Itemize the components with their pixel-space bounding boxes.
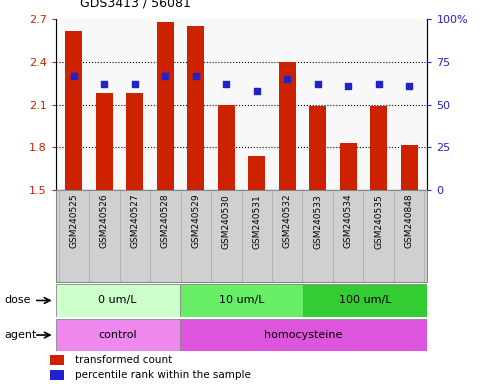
Text: control: control (98, 330, 137, 340)
Text: transformed count: transformed count (75, 354, 172, 364)
Bar (50, 370, 64, 380)
Bar (180, 319, 427, 351)
Text: 100 um/L: 100 um/L (339, 295, 392, 306)
Bar (50, 355, 64, 365)
Bar (181, 190, 211, 282)
Bar (370, 106, 387, 190)
Text: dose: dose (5, 295, 31, 306)
Bar (242, 190, 272, 282)
Bar (58, 190, 89, 282)
Text: agent: agent (5, 330, 37, 340)
Point (70, 73, 78, 79)
Bar (180, 284, 303, 317)
Bar (340, 143, 356, 190)
Text: GSM240531: GSM240531 (252, 194, 261, 248)
Bar (279, 62, 296, 190)
Bar (66, 31, 82, 190)
Text: 10 um/L: 10 um/L (219, 295, 264, 306)
Point (161, 73, 169, 79)
Bar (96, 93, 113, 190)
Point (314, 81, 322, 87)
Point (344, 83, 352, 89)
Point (375, 81, 383, 87)
Text: GSM240532: GSM240532 (283, 194, 292, 248)
Bar (363, 190, 394, 282)
Point (284, 76, 291, 82)
Bar (401, 144, 417, 190)
Bar (333, 190, 363, 282)
Bar (127, 93, 143, 190)
Bar (211, 190, 242, 282)
Text: GSM240528: GSM240528 (161, 194, 170, 248)
Bar (302, 190, 333, 282)
Point (192, 73, 199, 79)
Bar (394, 190, 425, 282)
Point (100, 81, 108, 87)
Text: homocysteine: homocysteine (264, 330, 342, 340)
Bar (303, 284, 427, 317)
Bar (157, 22, 174, 190)
Point (222, 81, 230, 87)
Text: 0 um/L: 0 um/L (98, 295, 137, 306)
Text: GDS3413 / 56081: GDS3413 / 56081 (80, 0, 191, 10)
Bar (150, 190, 181, 282)
Point (131, 81, 139, 87)
Bar (89, 190, 120, 282)
Bar (187, 26, 204, 190)
Text: GSM240527: GSM240527 (130, 194, 139, 248)
Text: GSM240526: GSM240526 (100, 194, 109, 248)
Bar (120, 190, 150, 282)
Bar (272, 190, 302, 282)
Bar (218, 104, 235, 190)
Point (405, 83, 413, 89)
Text: GSM240530: GSM240530 (222, 194, 231, 248)
Bar (56, 319, 180, 351)
Bar (248, 156, 265, 190)
Text: GSM240533: GSM240533 (313, 194, 322, 248)
Bar (309, 106, 326, 190)
Text: percentile rank within the sample: percentile rank within the sample (75, 370, 251, 380)
Text: GSM240529: GSM240529 (191, 194, 200, 248)
Text: GSM240525: GSM240525 (70, 194, 78, 248)
Text: GSM240848: GSM240848 (405, 194, 413, 248)
Bar (56, 284, 180, 317)
Text: GSM240535: GSM240535 (374, 194, 383, 248)
Point (253, 88, 261, 94)
Text: GSM240534: GSM240534 (344, 194, 353, 248)
